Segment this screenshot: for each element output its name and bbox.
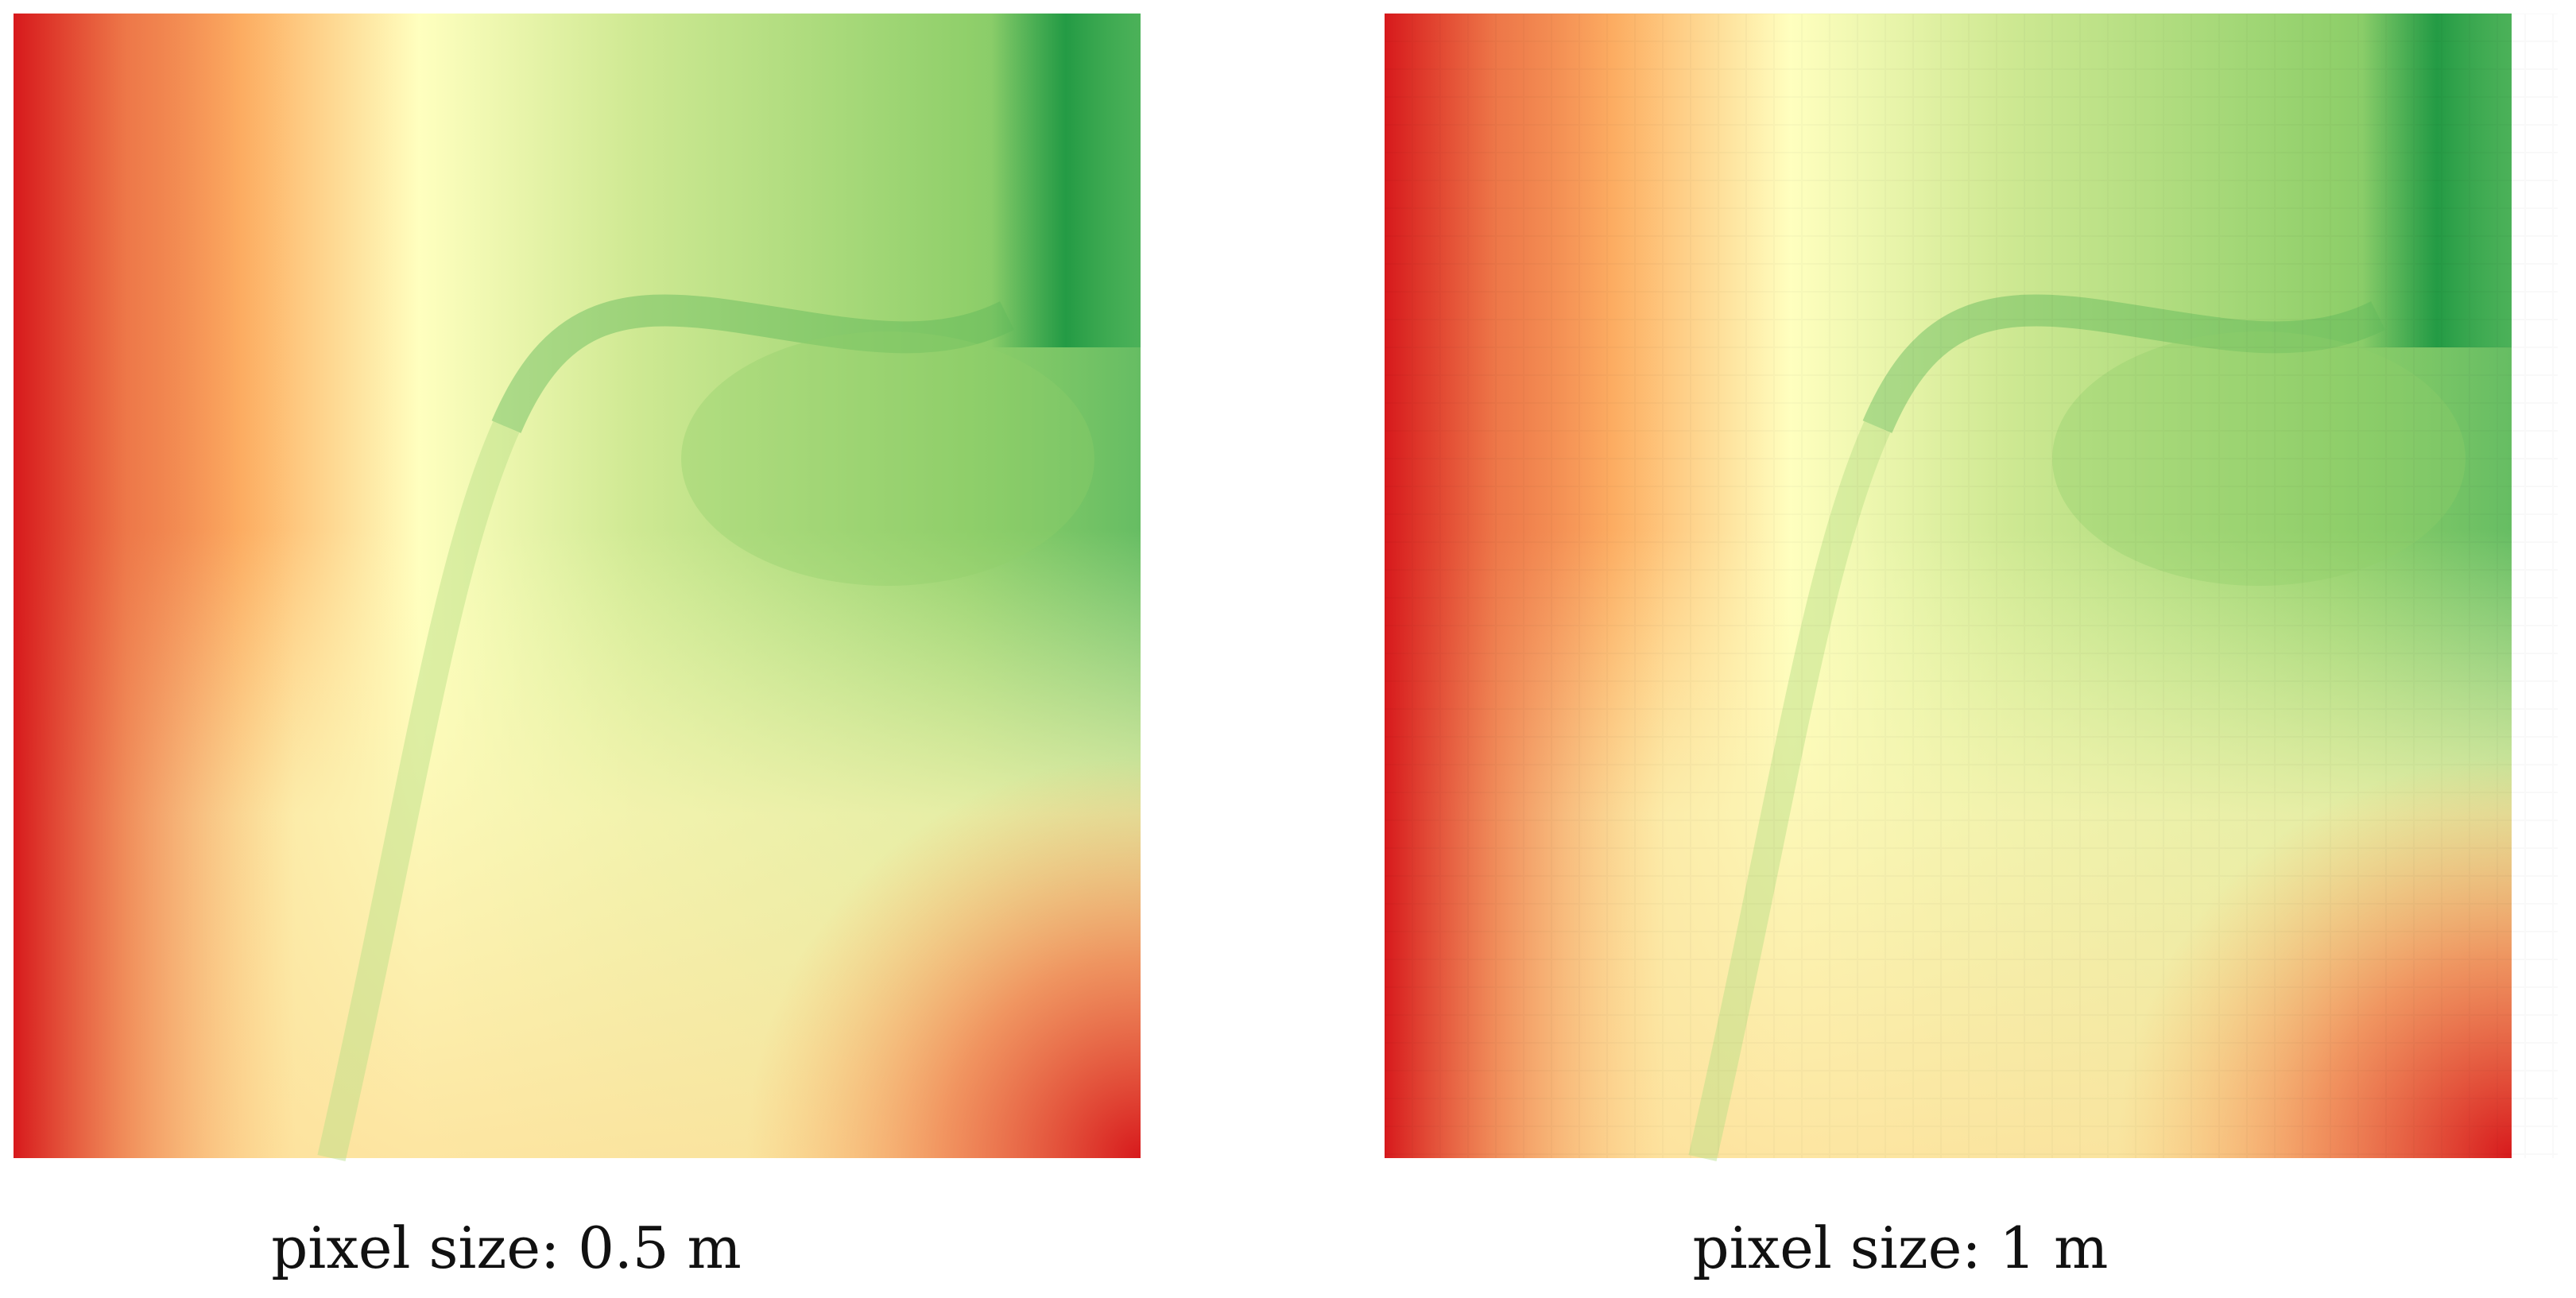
- raster-left: [14, 14, 1141, 1158]
- caption: pixel size: 1 m: [1693, 1215, 2109, 1281]
- raster-right: [1385, 14, 2558, 1158]
- caption: pixel size: 0.5 m: [271, 1215, 742, 1281]
